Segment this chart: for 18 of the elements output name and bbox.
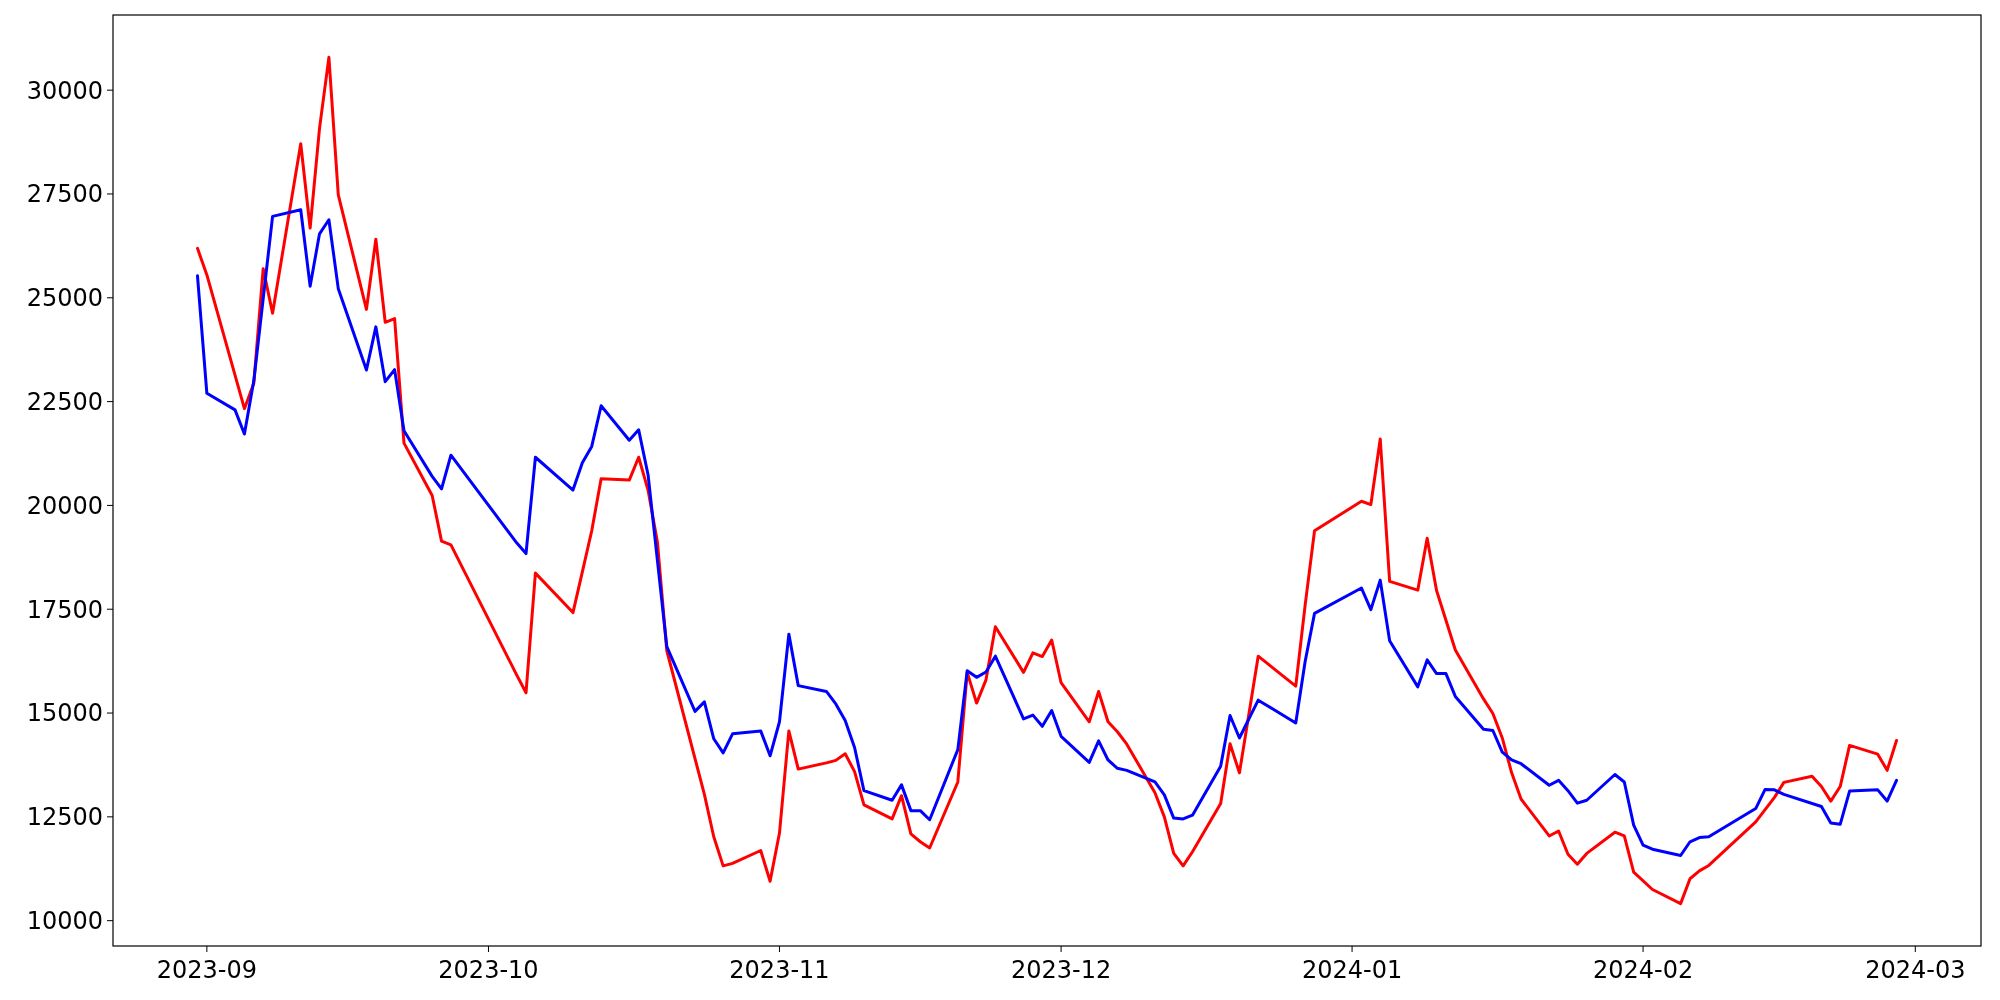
y-tick-label: 25000: [26, 284, 103, 313]
y-tick-label: 30000: [26, 76, 103, 105]
x-tick-label: 2024-02: [1592, 956, 1694, 984]
y-tick-label: 15000: [26, 699, 103, 728]
x-tick-label: 2024-01: [1301, 956, 1403, 984]
line-series: [195, 55, 1899, 906]
x-tick-label: 2023-12: [1010, 956, 1112, 984]
y-tick-label: 27500: [26, 180, 103, 209]
y-tick-label: 10000: [26, 907, 103, 936]
x-tick-label: 2024-03: [1865, 956, 1966, 984]
x-tick-label: 2023-10: [438, 956, 539, 984]
x-tick-label: 2023-11: [729, 956, 830, 984]
line-series: [195, 208, 1899, 857]
y-tick-label: 22500: [26, 388, 103, 416]
x-tick-label: 2023-09: [156, 956, 258, 984]
y-tick-label: 20000: [26, 491, 103, 520]
y-tick-label: 12500: [26, 803, 103, 832]
y-tick-label: 17500: [26, 595, 103, 624]
